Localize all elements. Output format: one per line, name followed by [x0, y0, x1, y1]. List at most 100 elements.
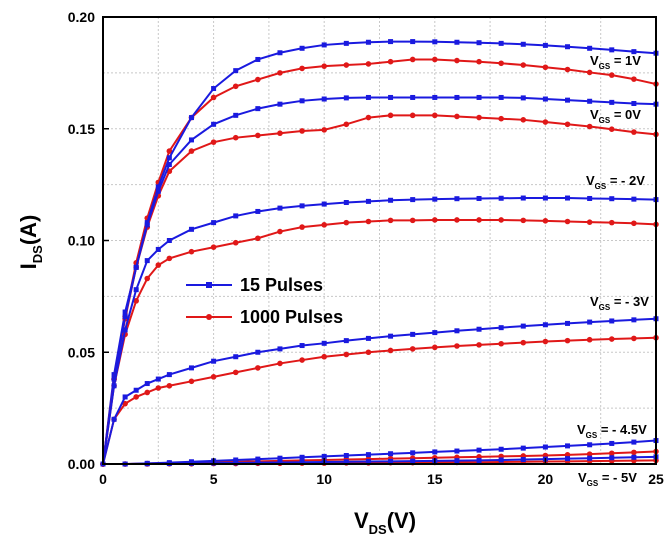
data-point — [410, 458, 416, 464]
data-point — [454, 217, 460, 223]
data-point — [476, 217, 482, 223]
data-point — [188, 148, 195, 154]
data-point — [343, 338, 349, 344]
data-point — [321, 63, 328, 69]
data-point — [542, 119, 549, 125]
data-point — [166, 238, 172, 243]
x-axis-label-main: V — [354, 508, 369, 533]
data-point — [409, 56, 416, 63]
data-point — [410, 450, 416, 456]
data-point — [188, 365, 194, 371]
data-point — [631, 129, 637, 135]
data-point — [188, 137, 194, 143]
vgs-label: VGS = 1V — [590, 53, 641, 71]
data-point — [321, 353, 328, 360]
vgs-label: VGS = 0V — [590, 107, 641, 125]
data-point — [255, 235, 261, 242]
data-point — [609, 440, 615, 446]
data-point — [388, 197, 394, 203]
curve-3-15-pulses — [100, 316, 659, 467]
legend: 15 Pulses 1000 Pulses — [186, 275, 343, 327]
data-point — [454, 39, 460, 45]
data-point — [476, 114, 482, 121]
data-point — [255, 132, 261, 139]
data-point — [387, 217, 394, 224]
vgs-label-main: V — [590, 294, 599, 309]
data-point — [388, 94, 394, 100]
data-point — [631, 49, 637, 55]
data-point — [631, 449, 637, 456]
data-point — [122, 313, 128, 319]
data-point — [144, 381, 150, 387]
data-point — [299, 128, 305, 134]
x-tick-label: 10 — [316, 471, 332, 487]
data-point — [387, 112, 394, 119]
data-point — [144, 389, 151, 396]
vgs-label-sub: GS — [599, 62, 611, 71]
data-point — [232, 134, 239, 141]
data-point — [365, 198, 371, 204]
data-point — [454, 94, 460, 100]
data-point — [155, 184, 161, 190]
data-point — [365, 61, 372, 67]
legend-marker — [206, 314, 212, 320]
data-point — [144, 258, 150, 264]
vgs-label-sub: GS — [586, 431, 598, 440]
data-point — [631, 454, 637, 460]
data-point — [299, 224, 305, 230]
data-point — [586, 123, 593, 130]
data-point — [564, 121, 571, 128]
vgs-label-sub: GS — [595, 182, 607, 191]
data-point — [343, 62, 350, 68]
data-point — [520, 323, 526, 329]
data-point — [233, 213, 239, 219]
data-point — [631, 220, 637, 227]
data-point — [476, 40, 482, 46]
data-point — [609, 455, 615, 461]
data-point — [299, 203, 305, 209]
y-axis-label-suffix: (A) — [16, 215, 41, 246]
data-point — [432, 94, 438, 100]
data-point — [587, 45, 593, 51]
data-point — [166, 382, 173, 389]
vgs-label-main: V — [586, 173, 595, 188]
y-axis-label: IDS(A) — [16, 215, 45, 270]
data-point — [211, 86, 217, 92]
data-point — [631, 76, 637, 82]
data-point — [188, 248, 195, 255]
data-point — [321, 222, 328, 228]
data-point — [255, 365, 261, 371]
data-point — [133, 387, 139, 393]
vgs-label-suffix: = - 5V — [598, 470, 637, 485]
data-point — [520, 445, 526, 451]
data-point — [210, 374, 217, 380]
data-point — [542, 64, 549, 71]
data-point — [542, 96, 548, 102]
data-point — [608, 336, 615, 342]
data-point — [564, 337, 571, 344]
y-tick-label: 0.20 — [68, 9, 95, 25]
vgs-label-sub: GS — [587, 479, 599, 488]
data-point — [565, 456, 571, 462]
data-point — [343, 453, 349, 459]
data-point — [542, 218, 549, 224]
data-point — [277, 101, 283, 107]
data-point — [476, 447, 482, 453]
data-point — [476, 326, 482, 332]
data-point — [609, 196, 615, 202]
data-point — [188, 115, 194, 121]
data-point — [432, 112, 438, 119]
data-point — [343, 200, 349, 206]
data-point — [166, 148, 173, 154]
data-point — [586, 451, 593, 457]
data-point — [454, 113, 460, 120]
curve-4-15-pulses-line — [103, 439, 657, 465]
data-point — [111, 416, 117, 422]
data-point — [166, 155, 172, 161]
legend-marker — [206, 282, 212, 288]
data-point — [608, 219, 615, 226]
data-point — [166, 372, 172, 378]
vgs-label: VGS = - 4.5V — [577, 422, 647, 440]
vgs-label-suffix: = 1V — [610, 53, 641, 68]
